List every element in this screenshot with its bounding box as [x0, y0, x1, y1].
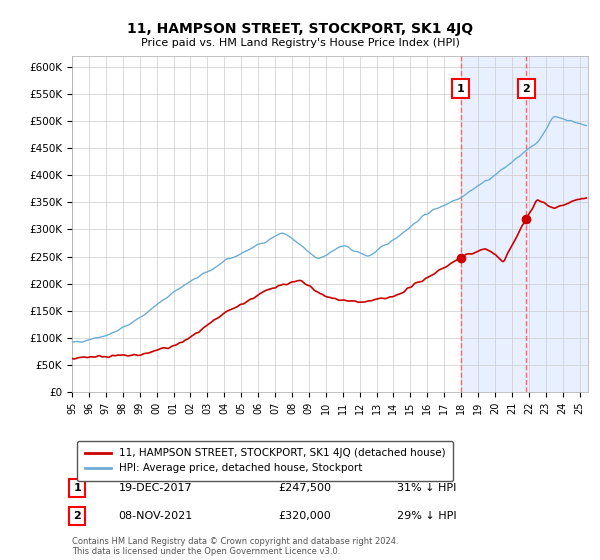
Text: 19-DEC-2017: 19-DEC-2017 — [118, 483, 192, 493]
Text: 29% ↓ HPI: 29% ↓ HPI — [397, 511, 457, 521]
Text: 11, HAMPSON STREET, STOCKPORT, SK1 4JQ: 11, HAMPSON STREET, STOCKPORT, SK1 4JQ — [127, 22, 473, 36]
Text: 2: 2 — [73, 511, 81, 521]
Text: 08-NOV-2021: 08-NOV-2021 — [118, 511, 193, 521]
Text: 2: 2 — [523, 83, 530, 94]
Text: Price paid vs. HM Land Registry's House Price Index (HPI): Price paid vs. HM Land Registry's House … — [140, 38, 460, 48]
Text: Contains HM Land Registry data © Crown copyright and database right 2024.
This d: Contains HM Land Registry data © Crown c… — [72, 537, 398, 556]
Legend: 11, HAMPSON STREET, STOCKPORT, SK1 4JQ (detached house), HPI: Average price, det: 11, HAMPSON STREET, STOCKPORT, SK1 4JQ (… — [77, 441, 453, 480]
Text: 1: 1 — [457, 83, 464, 94]
Text: £247,500: £247,500 — [278, 483, 331, 493]
Bar — [461, 56, 588, 392]
Text: £320,000: £320,000 — [278, 511, 331, 521]
Text: 1: 1 — [73, 483, 81, 493]
Text: 31% ↓ HPI: 31% ↓ HPI — [397, 483, 457, 493]
